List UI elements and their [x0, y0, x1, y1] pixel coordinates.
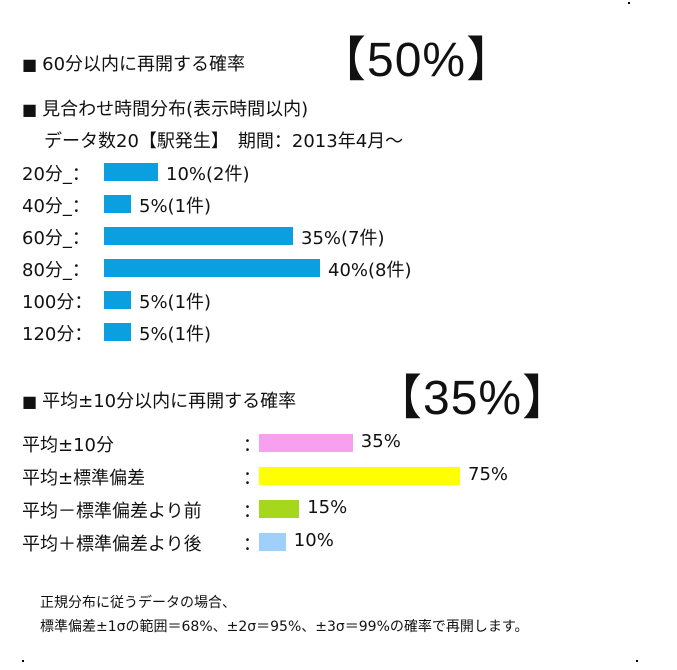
- distribution-bar: [104, 323, 131, 341]
- distribution-bar: [104, 259, 320, 277]
- probability-bar: [259, 467, 460, 485]
- bar-colon-label: ：: [243, 468, 261, 489]
- bar-category-label: 60分_：: [22, 228, 90, 249]
- distribution-bar: [104, 195, 131, 213]
- bar-category-label: 40分_：: [22, 196, 90, 217]
- probability-bar: [259, 533, 286, 551]
- bar-category-label: 平均＋標準偏差より後: [22, 534, 202, 555]
- section1-heading: ■ 60分以内に再開する確率: [22, 50, 245, 76]
- distribution-bar: [104, 227, 293, 245]
- bar-colon-label: ：: [243, 435, 261, 456]
- distribution-subtitle: データ数20【駅発生】 期間：2013年4月～: [44, 131, 404, 152]
- probability-bar: [259, 500, 300, 518]
- section2-big-percent: 【35%】: [374, 372, 572, 425]
- bar-colon-label: ：: [243, 534, 261, 555]
- bar-value-label: 75%: [468, 464, 509, 485]
- bar-category-label: 20分_：: [22, 164, 90, 185]
- bar-category-label: 平均±10分: [22, 435, 114, 456]
- corner-dot: [628, 2, 630, 4]
- bar-value-label: 5%(1件): [139, 292, 212, 313]
- square-bullet-icon: ■: [22, 392, 38, 411]
- section2-title: 平均±10分以内に再開する確率: [42, 391, 297, 412]
- corner-dot: [636, 660, 638, 662]
- bar-value-label: 35%: [360, 431, 401, 452]
- probability-bar: [259, 434, 353, 452]
- distribution-heading: ■ 見合わせ時間分布(表示時間以内): [22, 95, 308, 121]
- bar-category-label: 平均－標準偏差より前: [22, 501, 202, 522]
- section1-title: 60分以内に再開する確率: [42, 54, 246, 75]
- bar-value-label: 10%: [293, 530, 334, 551]
- bar-value-label: 35%(7件): [301, 228, 385, 249]
- section1-big-percent: 【50%】: [318, 34, 516, 87]
- square-bullet-icon: ■: [22, 100, 38, 119]
- bar-value-label: 5%(1件): [139, 324, 212, 345]
- distribution-title: 見合わせ時間分布(表示時間以内): [42, 99, 309, 120]
- distribution-bar: [104, 163, 158, 181]
- bar-category-label: 80分_：: [22, 260, 90, 281]
- note-line-2: 標準偏差±1σの範囲＝68%、±2σ＝95%、±3σ＝99%の確率で再開します。: [40, 619, 529, 635]
- bar-category-label: 100分：: [22, 292, 93, 313]
- bar-category-label: 平均±標準偏差: [22, 468, 146, 489]
- bar-category-label: 120分：: [22, 324, 93, 345]
- bar-value-label: 15%: [307, 497, 348, 518]
- corner-dot: [22, 660, 24, 662]
- square-bullet-icon: ■: [22, 55, 38, 74]
- note-line-1: 正規分布に従うデータの場合、: [40, 595, 236, 611]
- distribution-bar: [104, 291, 131, 309]
- bar-value-label: 5%(1件): [139, 196, 212, 217]
- bar-value-label: 40%(8件): [328, 260, 412, 281]
- bar-value-label: 10%(2件): [166, 164, 250, 185]
- bar-colon-label: ：: [243, 501, 261, 522]
- section2-heading: ■ 平均±10分以内に再開する確率: [22, 387, 296, 413]
